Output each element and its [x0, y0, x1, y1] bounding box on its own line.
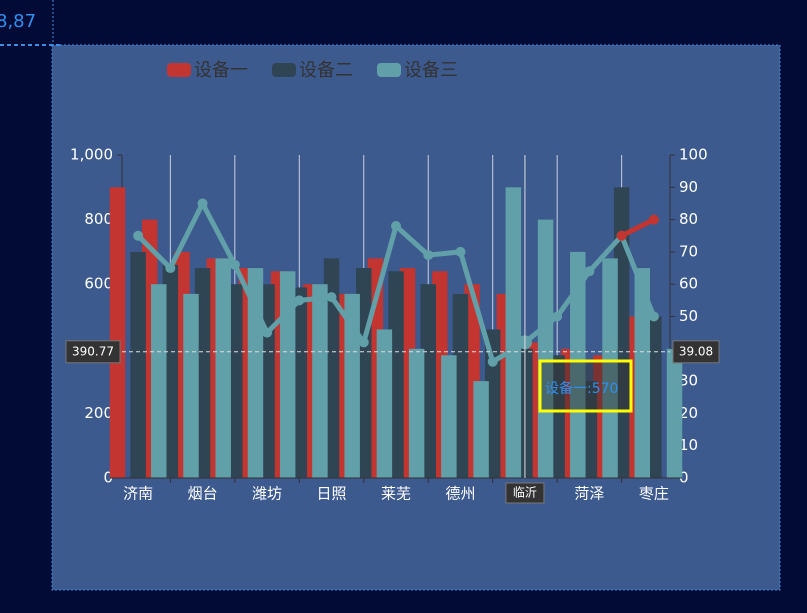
legend-label: 设备二 [299, 60, 353, 81]
line-point [423, 250, 434, 261]
x-tick-label: 潍坊 [252, 485, 282, 503]
x-tick-label: 德州 [445, 485, 475, 503]
bar [537, 219, 554, 478]
bar [109, 187, 126, 479]
legend-swatch [272, 63, 296, 77]
line-point [487, 356, 498, 367]
x-tick-label: 莱芜 [381, 485, 411, 503]
y-tick-label: 0 [103, 469, 113, 487]
bar [183, 293, 199, 478]
bar [634, 268, 651, 478]
bar [408, 348, 425, 478]
bar [376, 329, 393, 478]
bar [312, 284, 328, 478]
line-point [294, 295, 305, 306]
bar [130, 251, 146, 478]
y2-tick-label: 80 [679, 210, 698, 228]
line-point [552, 311, 563, 322]
line-point [262, 327, 273, 338]
legend-swatch [167, 63, 191, 77]
line-point [391, 221, 401, 232]
y2-tick-label: 0 [679, 469, 689, 487]
line-point [165, 263, 176, 274]
legend-swatch [377, 63, 401, 77]
y-tick-label: 600 [84, 275, 113, 293]
bar [344, 293, 360, 478]
bar [666, 348, 683, 478]
y-tick-label: 1,000 [70, 146, 113, 164]
y2-tick-label: 50 [679, 307, 698, 325]
y-tick-label: 800 [84, 210, 113, 228]
pointer-y2-label: 39.08 [679, 344, 713, 358]
y2-tick-label: 10 [679, 436, 698, 454]
y-tick-label: 200 [84, 404, 113, 422]
bar [215, 258, 231, 478]
x-tick-label: 枣庄 [639, 485, 669, 503]
y2-tick-label: 70 [679, 242, 698, 260]
pointer-x-label-bg [505, 482, 545, 504]
corner-text: 8,87 [0, 11, 36, 32]
line-point [648, 311, 659, 322]
tooltip-text: 设备一:570 [545, 380, 618, 397]
line-point [229, 259, 240, 270]
line-point [455, 246, 466, 257]
y2-tick-label: 30 [679, 372, 698, 390]
y2-tick-label: 60 [679, 275, 698, 293]
line [620, 217, 656, 238]
x-tick-label: 菏泽 [574, 485, 604, 503]
x-tick-label: 临沂 [513, 486, 537, 500]
bar [505, 187, 522, 479]
line-point [584, 266, 595, 277]
y2-tick-label: 20 [679, 404, 698, 422]
pointer-y-label-bg [65, 340, 121, 364]
x-tick-label: 日照 [317, 485, 347, 503]
bar [441, 355, 457, 478]
y2-tick-label: 100 [679, 146, 708, 164]
line-point [133, 230, 144, 241]
line-point [326, 292, 337, 303]
line-point [358, 337, 369, 348]
x-tick-label: 烟台 [188, 485, 218, 503]
x-tick-label: 济南 [123, 485, 153, 503]
bar [473, 381, 489, 478]
tooltip [538, 359, 633, 413]
pointer-y-label: 390.77 [72, 344, 114, 358]
pointer-y2-label-bg [672, 340, 720, 364]
bar [279, 271, 296, 478]
line-point [648, 214, 659, 225]
legend-label: 设备三 [404, 60, 458, 81]
line-point [616, 230, 627, 241]
bar [151, 284, 167, 478]
y2-tick-label: 90 [679, 178, 698, 196]
legend-label: 设备一 [194, 60, 248, 81]
line-point [197, 198, 208, 209]
